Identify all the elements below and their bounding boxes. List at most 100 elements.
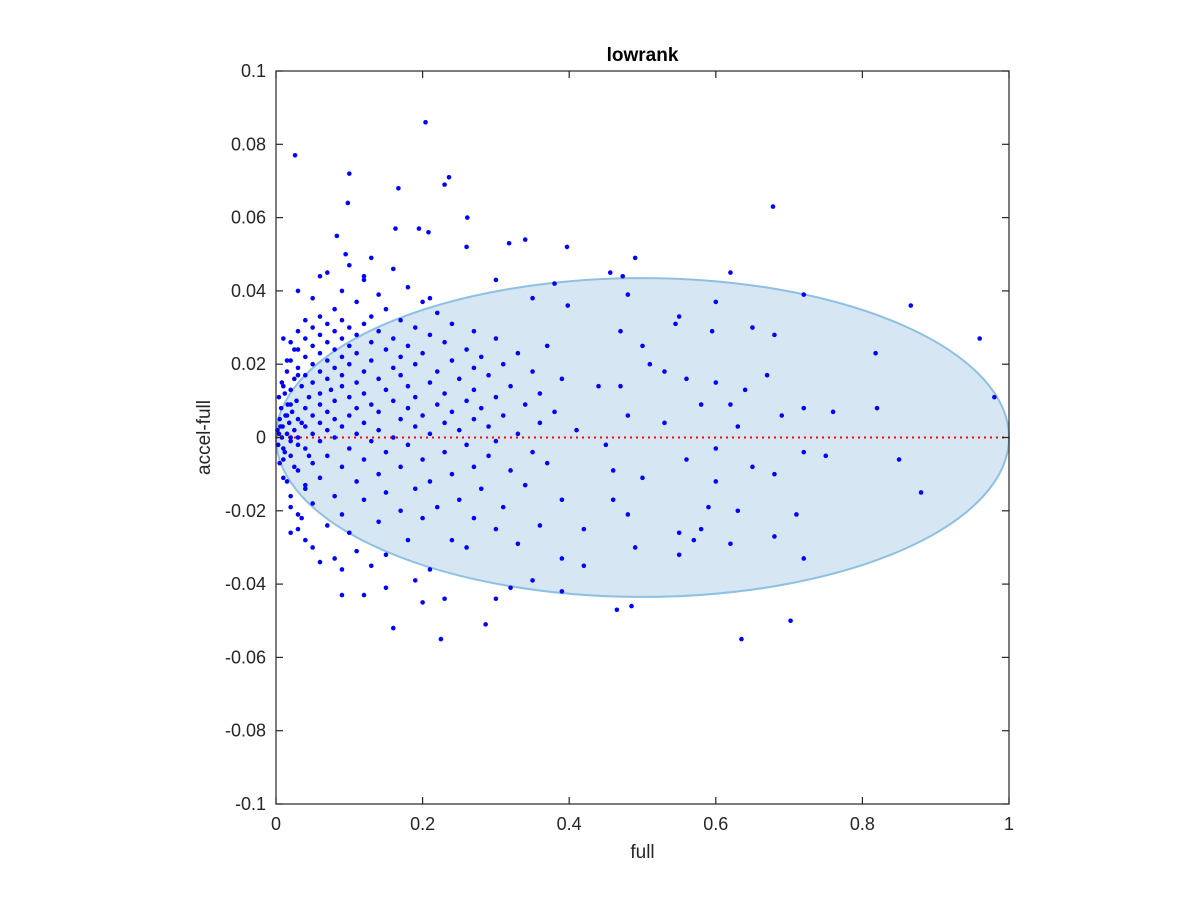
data-point xyxy=(383,387,389,393)
data-point xyxy=(288,453,293,459)
x-tick-label: 0 xyxy=(271,814,281,834)
data-point xyxy=(412,578,418,583)
y-tick-label: -0.1 xyxy=(235,794,266,814)
data-point xyxy=(361,420,367,426)
data-point xyxy=(383,552,389,558)
data-point xyxy=(405,537,411,543)
data-point xyxy=(493,596,499,602)
data-point xyxy=(332,435,337,440)
data-point xyxy=(396,185,401,191)
data-point xyxy=(361,277,367,283)
data-point xyxy=(303,336,308,341)
data-point xyxy=(368,314,374,319)
data-point xyxy=(830,409,836,415)
data-point xyxy=(698,402,704,407)
data-point xyxy=(347,361,352,367)
data-point xyxy=(449,409,455,415)
data-point xyxy=(427,380,433,385)
data-point xyxy=(295,416,301,422)
data-point xyxy=(347,171,352,176)
data-point xyxy=(449,537,455,543)
data-point xyxy=(728,270,733,275)
data-point xyxy=(530,369,535,374)
y-tick-label: 0 xyxy=(256,428,266,448)
data-point xyxy=(398,464,403,470)
data-point xyxy=(449,358,455,363)
data-point xyxy=(684,457,689,462)
data-point xyxy=(698,526,704,532)
data-point xyxy=(420,413,425,418)
data-point xyxy=(405,343,411,349)
data-point xyxy=(559,589,565,594)
data-point xyxy=(522,402,528,407)
data-point xyxy=(332,556,337,561)
data-point xyxy=(383,585,389,591)
data-point xyxy=(434,504,440,510)
data-point xyxy=(292,152,298,158)
data-point xyxy=(310,343,315,349)
data-point xyxy=(676,314,682,319)
data-point xyxy=(471,515,477,521)
data-point xyxy=(478,354,484,360)
data-point xyxy=(618,328,623,334)
data-point xyxy=(434,310,440,316)
data-point xyxy=(662,420,667,426)
data-point xyxy=(376,427,381,433)
data-point xyxy=(992,394,997,400)
data-point xyxy=(390,336,396,341)
data-point xyxy=(347,394,352,400)
data-point xyxy=(412,325,418,330)
data-point xyxy=(303,537,308,543)
data-point xyxy=(332,365,337,371)
data-point xyxy=(559,556,565,561)
data-point xyxy=(310,545,315,550)
data-point xyxy=(471,387,477,393)
data-point xyxy=(310,501,315,506)
data-point xyxy=(317,369,323,374)
data-point xyxy=(506,240,512,246)
data-point xyxy=(317,391,323,396)
data-point xyxy=(896,457,902,462)
data-point xyxy=(486,424,491,429)
data-point xyxy=(464,347,469,352)
data-point xyxy=(625,292,631,297)
data-point xyxy=(325,427,330,433)
data-point xyxy=(310,325,315,330)
data-point xyxy=(390,365,396,371)
data-point xyxy=(310,295,315,301)
data-point xyxy=(354,431,359,437)
data-point xyxy=(288,339,293,345)
data-point xyxy=(508,383,513,389)
data-point xyxy=(464,398,469,404)
data-point xyxy=(449,471,455,477)
data-point xyxy=(284,358,290,363)
data-point xyxy=(493,394,499,400)
data-point xyxy=(647,361,653,367)
data-point xyxy=(295,512,301,517)
data-point xyxy=(332,493,337,499)
data-point xyxy=(434,402,440,407)
data-point xyxy=(456,427,462,433)
data-point xyxy=(368,339,374,345)
data-point xyxy=(620,273,626,279)
data-point xyxy=(295,288,301,294)
data-point xyxy=(530,295,535,301)
data-point xyxy=(742,387,748,393)
y-tick-label: -0.08 xyxy=(225,721,266,741)
data-point xyxy=(709,328,715,334)
data-point xyxy=(801,449,807,455)
data-point xyxy=(354,332,359,338)
data-point xyxy=(427,332,433,338)
data-point xyxy=(339,317,345,323)
data-point xyxy=(281,336,286,341)
data-point xyxy=(288,438,293,444)
data-point xyxy=(449,321,455,327)
data-point xyxy=(728,541,733,547)
data-point xyxy=(713,446,719,451)
data-point xyxy=(278,405,284,411)
data-point xyxy=(464,244,469,250)
data-point xyxy=(361,592,367,598)
data-point xyxy=(581,563,587,569)
data-point xyxy=(383,347,389,352)
